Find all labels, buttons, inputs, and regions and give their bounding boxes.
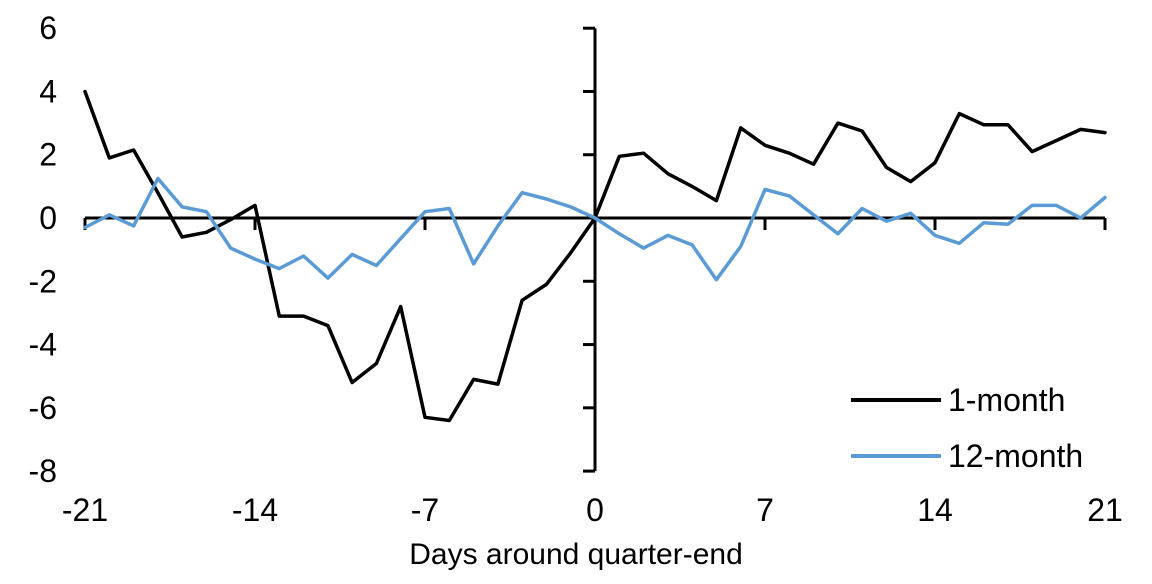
legend-line-sample-12-month — [851, 454, 941, 458]
legend-label-12-month: 12-month — [948, 438, 1084, 474]
x-tick-label: -7 — [411, 492, 439, 528]
x-tick-label: 21 — [1087, 492, 1123, 528]
x-tick-label: 14 — [917, 492, 953, 528]
series-lines — [83, 89, 1107, 423]
y-tick-label: -8 — [29, 453, 57, 489]
y-tick-label: 4 — [39, 73, 57, 109]
y-tick-label: 0 — [39, 200, 57, 236]
y-tick-label: 6 — [39, 10, 57, 46]
tick-labels: -21 -14 -7 0 7 14 21 6 4 2 0 -2 -4 -6 -8 — [29, 10, 1123, 528]
legend: 1-month 12-month — [851, 382, 1083, 494]
y-tick-label: -6 — [29, 390, 57, 426]
x-tick-label: 7 — [756, 492, 774, 528]
x-tick-label: -14 — [232, 492, 278, 528]
x-tick-label: -21 — [62, 492, 108, 528]
y-tick-label: -4 — [29, 327, 57, 363]
x-tick-label: 0 — [586, 492, 604, 528]
legend-label-1-month: 1-month — [948, 382, 1066, 418]
legend-entry-12-month: 12-month — [851, 438, 1083, 474]
y-tick-label: 2 — [39, 137, 57, 173]
x-axis-title: Days around quarter-end — [409, 538, 743, 571]
legend-entry-1-month: 1-month — [851, 382, 1083, 418]
legend-line-sample-1-month — [851, 398, 941, 402]
y-tick-label: -2 — [29, 263, 57, 299]
series-line-12-month — [83, 176, 1107, 282]
